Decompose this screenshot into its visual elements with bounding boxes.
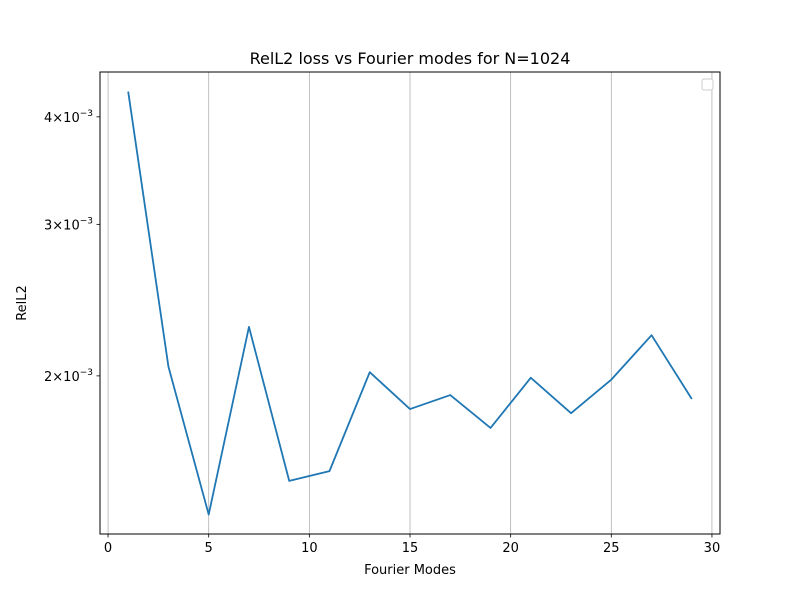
y-tick-label: 2×10−3	[44, 368, 93, 385]
y-tick-label: 4×10−3	[44, 109, 93, 126]
x-tick-label: 15	[402, 541, 419, 556]
legend-box	[701, 78, 714, 91]
y-tick-exponent: −3	[80, 216, 93, 226]
x-tick-label: 5	[205, 541, 213, 556]
y-tick-times: ×10	[52, 218, 79, 233]
y-tick-mantissa: 3	[44, 218, 52, 233]
series-line	[127, 91, 693, 516]
grid-lines	[107, 72, 713, 534]
x-tick-label: 0	[104, 541, 112, 556]
y-tick-mantissa: 2	[44, 370, 52, 385]
x-tick-label: 20	[502, 541, 519, 556]
x-tick-label: 30	[704, 541, 721, 556]
x-tick-label: 10	[301, 541, 318, 556]
y-tick-exponent: −3	[80, 109, 93, 119]
chart-title: RelL2 loss vs Fourier modes for N=1024	[250, 49, 571, 68]
series-layer	[127, 91, 693, 516]
y-tick-mantissa: 4	[44, 111, 52, 126]
x-axis-ticks: 0 5 10 15 20 25 30	[104, 534, 720, 556]
y-tick-times: ×10	[52, 370, 79, 385]
y-tick-label: 3×10−3	[44, 216, 93, 233]
x-axis-label: Fourier Modes	[364, 563, 456, 578]
y-axis-ticks: 2×10−33×10−34×10−3	[44, 109, 100, 385]
y-tick-exponent: −3	[80, 368, 93, 378]
x-tick-label: 25	[603, 541, 620, 556]
y-tick-times: ×10	[52, 111, 79, 126]
y-axis-label: RelL2	[15, 285, 30, 321]
